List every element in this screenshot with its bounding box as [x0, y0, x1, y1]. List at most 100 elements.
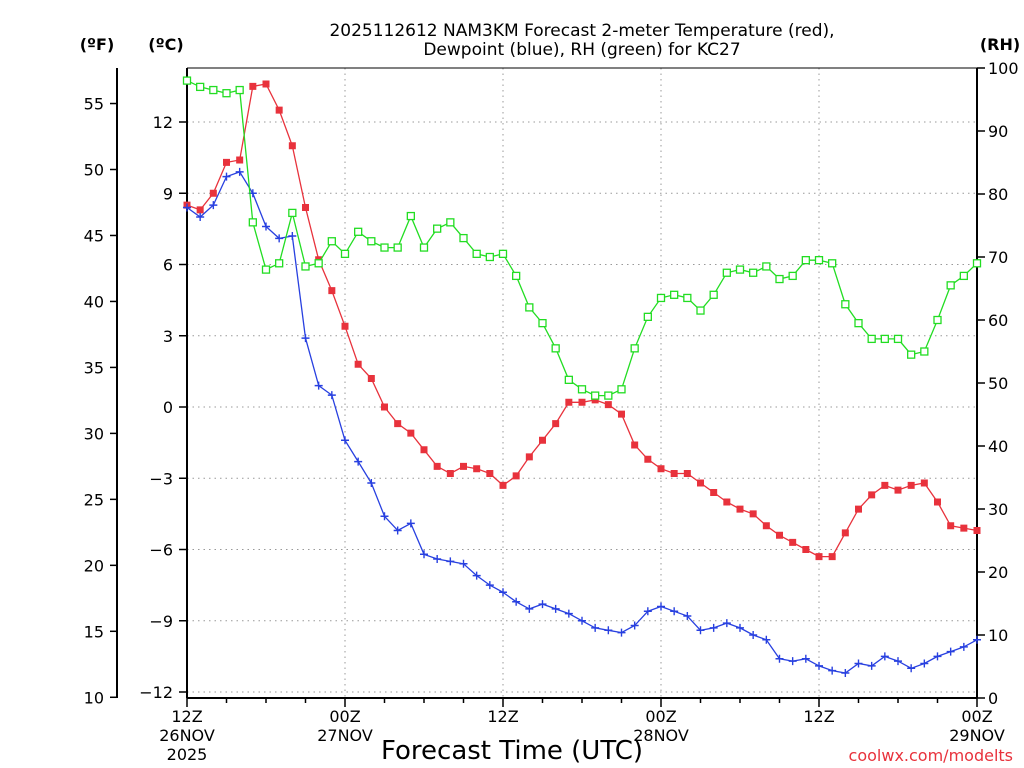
- series-line: [186, 80, 978, 397]
- data-point: [262, 80, 270, 88]
- data-point: [722, 619, 731, 628]
- data-point: [907, 664, 916, 673]
- data-point: [657, 602, 665, 611]
- fahrenheit-tick-label: 55: [84, 95, 104, 114]
- data-point: [959, 642, 968, 651]
- data-point: [512, 271, 521, 281]
- data-point: [920, 659, 929, 668]
- data-point: [446, 218, 455, 227]
- data-point: [354, 457, 363, 466]
- data-point: [538, 318, 547, 328]
- data-point: [551, 344, 560, 353]
- data-point: [604, 401, 612, 409]
- data-point: [354, 360, 362, 368]
- data-point: [815, 553, 823, 561]
- data-point: [841, 669, 850, 677]
- data-point: [578, 398, 586, 406]
- data-point: [367, 237, 376, 246]
- data-point: [894, 657, 902, 666]
- date-tick-label: 27NOV: [317, 726, 373, 745]
- data-point: [591, 396, 599, 404]
- data-point: [881, 481, 889, 489]
- data-point: [591, 391, 600, 400]
- data-point: [933, 315, 942, 325]
- data-point: [973, 527, 981, 534]
- data-point: [196, 82, 205, 92]
- time-tick-label: 00Z: [329, 707, 360, 726]
- data-point: [893, 334, 903, 344]
- celsius-tick-label: −3: [149, 469, 173, 488]
- axes: [116, 67, 978, 699]
- rh-tick-label: 70: [988, 248, 1008, 267]
- data-point: [196, 206, 204, 214]
- data-point: [960, 524, 968, 532]
- time-tick-label: 12Z: [803, 707, 834, 726]
- rh-tick-label: 50: [988, 374, 1008, 393]
- data-point: [472, 249, 481, 259]
- data-point: [802, 546, 810, 553]
- year-tick-label: 2025: [167, 745, 208, 764]
- data-point: [630, 344, 639, 353]
- series-line: [186, 171, 978, 674]
- date-tick-label: 28NOV: [633, 726, 689, 745]
- time-tick-label: 12Z: [171, 707, 202, 726]
- data-point: [947, 522, 955, 530]
- data-point: [459, 559, 468, 568]
- data-point: [907, 350, 916, 359]
- data-point: [302, 204, 309, 211]
- data-point: [538, 600, 547, 609]
- celsius-tick-label: −9: [149, 612, 173, 631]
- data-point: [762, 522, 770, 530]
- data-point: [367, 479, 376, 487]
- data-point: [762, 262, 771, 271]
- data-point: [972, 259, 982, 268]
- data-point: [393, 243, 402, 252]
- data-point: [617, 628, 626, 637]
- data-point: [841, 529, 849, 537]
- x-axis-label: Forecast Time (UTC): [381, 736, 643, 766]
- data-point: [788, 271, 797, 281]
- data-point: [433, 462, 441, 470]
- date-tick-label: 29NOV: [949, 726, 1005, 745]
- celsius-tick-label: 12: [153, 113, 173, 132]
- data-point: [749, 510, 757, 518]
- data-point: [683, 293, 692, 303]
- data-point: [485, 581, 494, 590]
- series-layer: [182, 76, 982, 677]
- fahrenheit-tick-label: 45: [84, 226, 104, 245]
- data-point: [512, 597, 521, 606]
- data-point: [288, 232, 297, 240]
- chart-title-line1: 2025112612 NAM3KM Forecast 2-meter Tempe…: [329, 21, 834, 41]
- data-point: [235, 167, 244, 176]
- celsius-unit-label: (ºC): [148, 35, 183, 54]
- data-point: [486, 470, 494, 477]
- data-point: [327, 237, 336, 246]
- data-point: [249, 82, 257, 90]
- data-point: [499, 481, 507, 489]
- data-point: [683, 470, 691, 477]
- data-point: [788, 657, 797, 666]
- data-point: [196, 213, 205, 221]
- data-point: [959, 271, 968, 281]
- data-point: [499, 588, 507, 597]
- fahrenheit-tick-label: 10: [84, 688, 104, 707]
- data-point: [934, 498, 941, 506]
- data-point: [564, 609, 573, 618]
- data-point: [578, 616, 586, 625]
- data-point: [946, 281, 955, 290]
- data-point: [736, 505, 744, 513]
- data-point: [209, 85, 218, 95]
- data-point: [380, 243, 389, 252]
- data-point: [709, 290, 718, 299]
- data-point: [288, 142, 296, 150]
- celsius-tick-label: 9: [163, 184, 173, 203]
- data-point: [380, 512, 389, 521]
- rh-tick-label: 60: [988, 311, 1008, 330]
- data-point: [710, 489, 718, 496]
- data-point: [630, 621, 639, 630]
- data-point: [539, 436, 546, 444]
- data-point: [920, 347, 929, 356]
- data-point: [867, 661, 876, 670]
- data-point: [749, 268, 758, 277]
